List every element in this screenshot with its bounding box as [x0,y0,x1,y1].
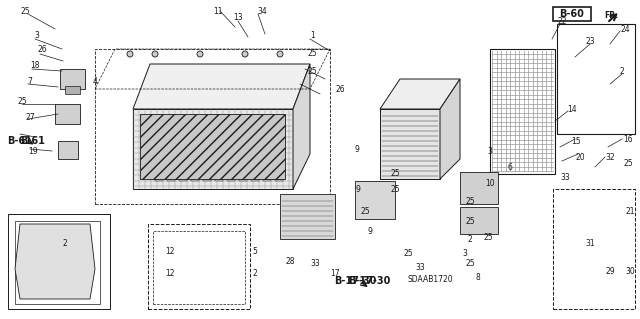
Text: 12: 12 [165,270,175,278]
Bar [60,69,85,89]
Text: 30: 30 [625,266,635,276]
Text: 3: 3 [463,249,467,258]
Polygon shape [490,49,555,174]
Text: 21: 21 [625,206,635,216]
Bar [355,181,395,219]
Polygon shape [15,224,95,299]
Text: 10: 10 [485,180,495,189]
Text: 25: 25 [465,217,475,226]
Text: 13: 13 [233,12,243,21]
Text: 12: 12 [165,247,175,256]
Bar [215,116,223,181]
Text: 25: 25 [465,259,475,269]
Circle shape [242,51,248,57]
Text: 28: 28 [285,256,295,265]
Bar [460,172,498,204]
Polygon shape [440,79,460,179]
Bar [55,104,80,124]
Text: 3: 3 [35,32,40,41]
Text: 32: 32 [605,152,615,161]
Text: 25: 25 [307,49,317,58]
Bar [280,194,335,239]
Text: 4: 4 [93,77,97,85]
Text: 25: 25 [20,8,30,17]
Text: 27: 27 [25,113,35,122]
Text: 2: 2 [253,270,257,278]
Text: 26: 26 [37,44,47,54]
Text: 14: 14 [567,105,577,114]
Text: 6: 6 [508,162,513,172]
Text: 20: 20 [575,152,585,161]
Circle shape [277,51,283,57]
Text: 34: 34 [257,6,267,16]
Text: B-61: B-61 [8,136,33,146]
Text: 2: 2 [620,66,625,76]
Polygon shape [133,109,293,189]
Polygon shape [380,109,440,179]
Bar [460,207,498,234]
Text: 9: 9 [367,226,372,235]
Text: 29: 29 [605,266,615,276]
Polygon shape [380,79,460,109]
Text: 25: 25 [483,233,493,241]
Text: 9: 9 [355,145,360,153]
Text: 1: 1 [310,32,316,41]
Text: 31: 31 [585,240,595,249]
Text: 17: 17 [330,270,340,278]
Bar [65,86,80,94]
Text: 15: 15 [571,137,581,145]
Text: 19: 19 [28,146,38,155]
Polygon shape [293,64,310,189]
Text: 5: 5 [253,247,257,256]
Text: 25: 25 [307,66,317,76]
Text: 25: 25 [390,169,400,179]
Text: 8: 8 [476,272,481,281]
Text: 25: 25 [403,249,413,258]
Text: 33: 33 [415,263,425,271]
Text: 26: 26 [335,85,345,93]
Text: FR.: FR. [604,11,618,20]
Text: 23: 23 [585,36,595,46]
Text: B-17-30: B-17-30 [348,276,390,286]
Text: 33: 33 [560,173,570,182]
Text: 9: 9 [356,184,360,194]
Polygon shape [140,114,285,179]
Bar [263,116,271,181]
Text: 25: 25 [465,197,475,205]
Text: 25: 25 [360,206,370,216]
Text: B-61: B-61 [20,136,45,146]
Text: 2: 2 [468,234,472,243]
Bar [155,116,163,181]
Text: 2: 2 [63,240,67,249]
Circle shape [152,51,158,57]
Bar [251,116,259,181]
Text: 24: 24 [620,25,630,33]
Bar [167,116,175,181]
Bar [227,116,235,181]
Bar [203,116,211,181]
Bar [58,141,78,159]
Bar [553,7,591,21]
Text: 7: 7 [28,77,33,85]
Bar [191,116,199,181]
Text: 25: 25 [623,160,633,168]
Text: 11: 11 [213,6,223,16]
Bar [275,116,283,181]
Bar [239,116,247,181]
Text: 3: 3 [488,146,492,155]
Text: 18: 18 [30,62,40,70]
Text: 25: 25 [390,184,400,194]
Text: 16: 16 [623,135,633,144]
Text: 22: 22 [557,17,567,26]
Text: 25: 25 [17,97,27,106]
Text: 33: 33 [310,259,320,269]
Polygon shape [133,64,310,109]
Circle shape [127,51,133,57]
Bar [179,116,187,181]
Text: B-17-30: B-17-30 [334,276,376,286]
Text: SDAAB1720: SDAAB1720 [407,275,453,284]
Text: B-60: B-60 [559,9,584,19]
Circle shape [197,51,203,57]
